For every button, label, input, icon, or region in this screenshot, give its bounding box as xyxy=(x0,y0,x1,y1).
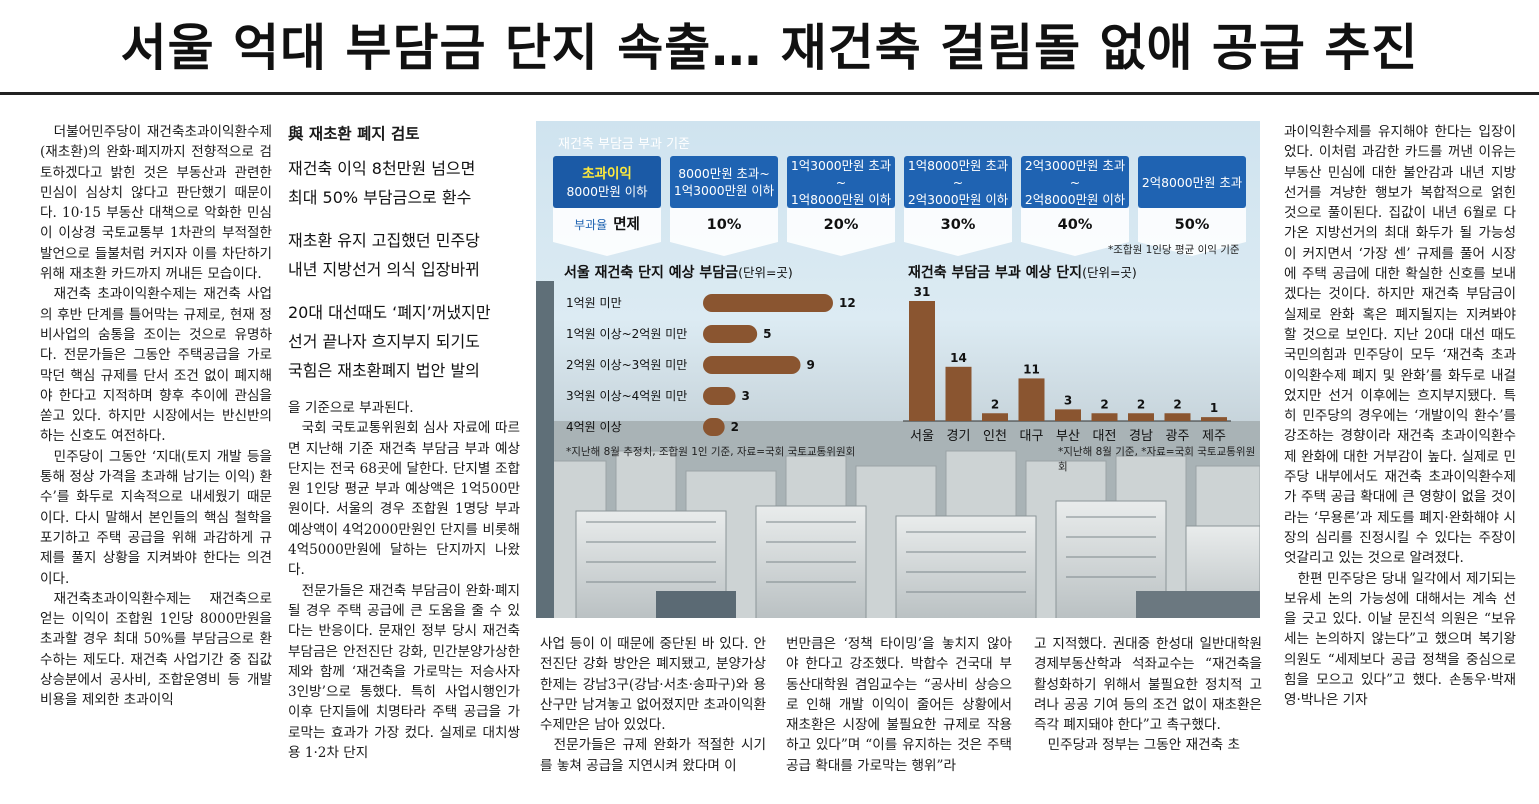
bar-category-label: 부산 xyxy=(1056,429,1080,444)
bar xyxy=(703,325,758,343)
bar-category-label: 1억원 미만 xyxy=(566,296,622,310)
bar-category-label: 3억원 이상~4억원 미만 xyxy=(566,389,687,403)
bracket-pill: 2억3000만원 초과~ 2억8000만원 이하 xyxy=(1021,156,1129,208)
paragraph: 고 지적했다. 권대중 한성대 일반대학원 경제부동산학과 석좌교수는 “재건축… xyxy=(1034,636,1262,734)
city-background xyxy=(536,281,1260,618)
paragraph: 한편 민주당은 당내 일각에서 제기되는 보유세 논의 가능성에 대해서는 계속… xyxy=(1284,570,1516,709)
bar-category-label: 인천 xyxy=(983,429,1007,444)
paragraph: 을 기준으로 부과된다. xyxy=(288,400,414,416)
bracket-pill: 초과이익 8000만원 이하 xyxy=(553,156,661,208)
paragraph: 사업 등이 이 때문에 중단된 바 있다. 안전진단 강화 방안은 폐지됐고, … xyxy=(540,636,766,734)
criteria-title: 재건축 부담금 부과 기준 xyxy=(558,137,690,152)
subheadline: 최대 50% 부담금으로 환수 xyxy=(288,188,472,207)
subheadline: 선거 끝나자 흐지부지 되기도 xyxy=(288,332,480,351)
subheadline: 재초환 유지 고집했던 민주당 xyxy=(288,231,480,250)
bar-category-label: 광주 xyxy=(1166,429,1190,444)
bar-value-label: 3 xyxy=(742,389,750,403)
article-column-2: 을 기준으로 부과된다. 국회 국토교통위원회 심사 자료에 따르면 지난해 기… xyxy=(288,398,520,763)
article-column-1: 더불어민주당이 재건축초과이익환수제(재초환)의 완화·폐지까지 전향적으로 검… xyxy=(40,122,272,711)
bar-value-label: 2 xyxy=(1173,397,1181,411)
bar-value-label: 1 xyxy=(1210,401,1218,415)
bracket-rate: 50% xyxy=(1138,208,1246,242)
bar-category-label: 제주 xyxy=(1202,429,1226,444)
left-chart-note: *지난해 8월 추정치, 조합원 1인 기준, 자료=국회 국토교통위원회 xyxy=(566,446,856,458)
bar-category-label: 경남 xyxy=(1129,429,1153,444)
bar-value-label: 2 xyxy=(1137,397,1145,411)
paragraph: 전문가들은 재건축 부담금이 완화·폐지될 경우 주택 공급에 큰 도움을 줄 … xyxy=(288,582,520,762)
bracket-rate: 10% xyxy=(670,208,778,242)
bracket-pill: 2억8000만원 초과 xyxy=(1138,156,1246,208)
bar-value-label: 11 xyxy=(1023,362,1040,376)
article-column-4: 번만큼은 ‘정책 타이밍’을 놓치지 않아야 한다고 강조했다. 박합수 건국대… xyxy=(786,634,1012,776)
vertical-bar-chart: 31 서울 14 경기 2 인천 11 대구 3 부산 2 대전 2 경남 2 광주 1 제주 xyxy=(903,285,1231,444)
bar-value-label: 2 xyxy=(1100,397,1108,411)
bar xyxy=(1018,378,1045,421)
bracket-note: *조합원 1인당 평균 이익 기준 xyxy=(1108,244,1240,256)
bar-value-label: 9 xyxy=(807,358,815,372)
bar xyxy=(703,294,833,312)
subheadline: 재건축 이익 8천만원 넘으면 xyxy=(288,159,476,178)
bracket-rate: 부과율 면제 xyxy=(553,208,661,242)
article-column-5: 고 지적했다. 권대중 한성대 일반대학원 경제부동산학과 석좌교수는 “재건축… xyxy=(1034,634,1262,756)
subheadline: 내년 지방선거 의식 입장바뀌 xyxy=(288,260,480,279)
subheadline: 국힘은 재초환폐지 법안 발의 xyxy=(288,361,480,380)
bar-value-label: 2 xyxy=(731,420,739,434)
horizontal-bar-chart: 1억원 미만 12 1억원 이상~2억원 미만 5 2억원 이상~3억원 미만 9 3억원 … xyxy=(566,294,856,436)
infographic: 재건축 부담금 부과 기준 초과이익 8000만원 이하 8000만원 초과~ 1억… xyxy=(536,121,1260,618)
paragraph: 더불어민주당이 재건축초과이익환수제(재초환)의 완화·폐지까지 전향적으로 검… xyxy=(40,124,272,283)
bar-value-label: 14 xyxy=(950,351,967,365)
bar-category-label: 2억원 이상~3억원 미만 xyxy=(566,358,687,372)
paragraph: 국회 국토교통위원회 심사 자료에 따르면 지난해 기준 재건축 부담금 부과 … xyxy=(288,420,520,579)
paragraph: 과이익환수제를 유지해야 한다는 입장이었다. 이처럼 과감한 카드를 꺼낸 이… xyxy=(1284,124,1516,567)
headline: 서울 억대 부담금 단지 속출… 재건축 걸림돌 없애 공급 추진 xyxy=(120,19,1419,77)
bar xyxy=(1164,413,1191,421)
bracket-rate: 30% xyxy=(904,208,1012,242)
bar-value-label: 3 xyxy=(1064,393,1072,407)
bracket-pill: 1억8000만원 초과~ 2억3000만원 이하 xyxy=(904,156,1012,208)
bar-category-label: 대구 xyxy=(1020,429,1044,444)
bar-value-label: 31 xyxy=(914,285,931,299)
right-chart-note: *지난해 8월 기준, *자료=국회 국토교통위원회 xyxy=(1058,446,1256,473)
bar-category-label: 경기 xyxy=(947,429,971,444)
subheadline: 20대 대선때도 ‘폐지’꺼냈지만 xyxy=(288,303,491,322)
bar-category-label: 1억원 이상~2억원 미만 xyxy=(566,327,687,341)
bar xyxy=(703,387,736,405)
bar-category-label: 대전 xyxy=(1093,429,1117,444)
paragraph: 재건축 초과이익환수제는 재건축 사업의 후반 단계를 틀어막는 규제로, 현재… xyxy=(40,286,272,445)
paragraph: 번만큼은 ‘정책 타이밍’을 놓치지 않아야 한다고 강조했다. 박합수 건국대… xyxy=(786,636,1012,774)
bar xyxy=(909,301,935,421)
bar-category-label: 서울 xyxy=(910,429,934,444)
paragraph: 재건축초과이익환수제는 재건축으로 얻는 이익이 조합원 1인당 8000만원을… xyxy=(40,590,272,709)
left-chart-title: 서울 재건축 단지 예상 부담금(단위=곳) xyxy=(564,265,793,281)
bar-value-label: 5 xyxy=(763,327,771,341)
subheadline-block: 與 재초환 폐지 검토 재건축 이익 8천만원 넘으면 최대 50% 부담금으로… xyxy=(288,122,520,385)
bar xyxy=(945,366,972,421)
bracket-pill: 1억3000만원 초과~ 1억8000만원 이하 xyxy=(787,156,895,208)
bar-value-label: 2 xyxy=(991,397,999,411)
bracket-pill: 8000만원 초과~ 1억3000만원 이하 xyxy=(670,156,778,208)
bracket-rate: 20% xyxy=(787,208,895,242)
bar-value-label: 12 xyxy=(839,296,856,310)
bar xyxy=(982,413,1008,421)
bar xyxy=(1128,413,1154,421)
subheadline-kicker: 與 재초환 폐지 검토 xyxy=(288,125,420,143)
article-column-3: 사업 등이 이 때문에 중단된 바 있다. 안전진단 강화 방안은 폐지됐고, … xyxy=(540,634,766,776)
right-chart-title: 재건축 부담금 부과 예상 단지(단위=곳) xyxy=(908,265,1137,281)
bar xyxy=(1091,413,1118,421)
bar xyxy=(703,418,725,436)
glass-tower xyxy=(536,281,554,618)
paragraph: 전문가들은 규제 완화가 적절한 시기를 놓쳐 공급을 지연시켜 왔다며 이 xyxy=(540,737,766,774)
paragraph: 민주당이 그동안 ‘지대(토지 개발 등을 통해 정상 가격을 초과해 남기는 … xyxy=(40,448,272,587)
bar xyxy=(1201,417,1227,421)
bar-category-label: 4억원 이상 xyxy=(566,420,622,434)
bar xyxy=(703,356,801,374)
article-column-6: 과이익환수제를 유지해야 한다는 입장이었다. 이처럼 과감한 카드를 꺼낸 이… xyxy=(1284,122,1516,711)
bar xyxy=(1055,409,1081,421)
paragraph: 민주당과 정부는 그동안 재건축 초 xyxy=(1047,737,1240,754)
headline-rule xyxy=(0,92,1539,95)
bracket-rate: 40% xyxy=(1021,208,1129,242)
